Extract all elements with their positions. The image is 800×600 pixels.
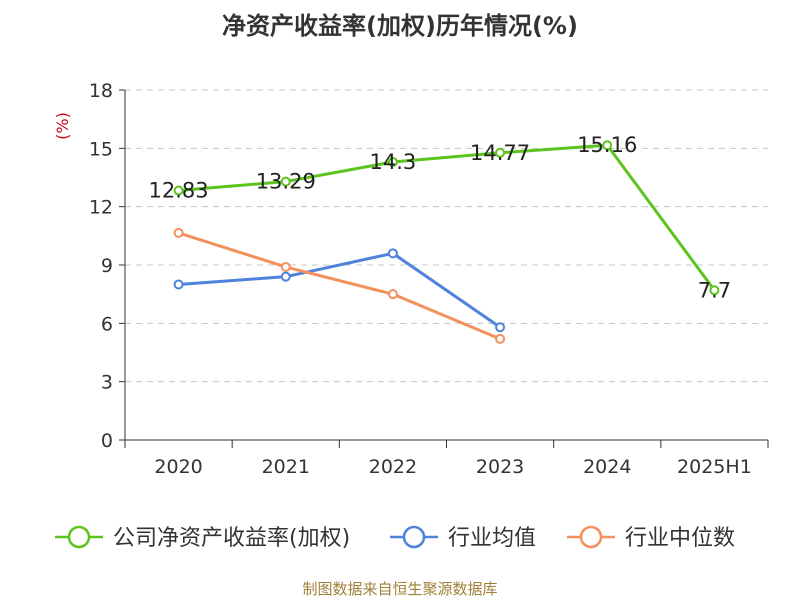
data-point [495,333,506,344]
data-point [173,185,184,196]
data-label: 14.3 [370,150,417,174]
y-tick-label: 15 [89,138,113,160]
legend-label: 行业中位数 [625,526,735,551]
y-tick-label: 3 [101,372,113,394]
data-point [387,248,398,259]
data-point [280,271,291,282]
data-point [495,322,506,333]
data-point [280,261,291,272]
data-label: 7.7 [698,278,731,302]
data-point [709,285,720,296]
x-tick-label: 2021 [262,456,310,478]
legend-marker [67,525,91,549]
y-tick-label: 9 [101,255,113,277]
series-line-2 [178,231,501,341]
y-tick-label: 18 [89,80,113,102]
data-point [602,140,613,151]
data-point [280,176,291,187]
data-label: 13.29 [256,170,316,194]
x-tick-label: 2023 [476,456,524,478]
y-tick-label: 0 [101,430,113,452]
legend-label: 行业均值 [448,526,536,551]
legend-marker [402,525,426,549]
data-label: 14.77 [470,141,530,165]
data-point [387,289,398,300]
series-line-1 [178,251,501,329]
data-label: 15.16 [577,133,637,157]
y-tick-label: 6 [101,313,113,335]
data-point [495,147,506,158]
data-point [387,156,398,167]
y-axis-label: (%) [53,112,72,140]
legend-marker [579,525,603,549]
series-line-0 [178,143,716,292]
data-point [173,227,184,238]
source-note: 制图数据来自恒生聚源数据库 [302,580,498,598]
x-tick-label: 2024 [583,456,631,478]
x-tick-label: 2020 [154,456,202,478]
x-tick-label: 2022 [369,456,417,478]
data-point [173,279,184,290]
legend-label: 公司净资产收益率(加权) [113,526,350,551]
x-tick-label: 2025H1 [677,456,752,478]
y-tick-label: 12 [89,197,113,219]
chart-title: 净资产收益率(加权)历年情况(%) [222,12,578,40]
data-label: 12.83 [149,179,209,203]
